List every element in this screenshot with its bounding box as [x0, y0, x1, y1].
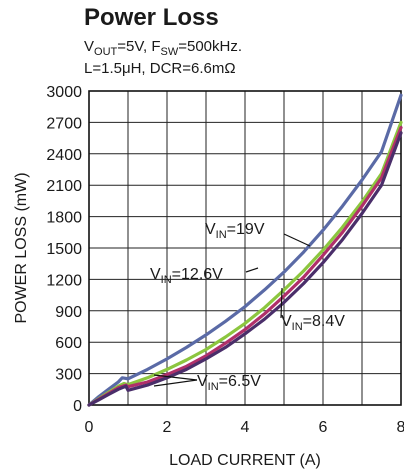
y-tick-label: 1800	[46, 210, 82, 227]
y-tick-label: 3000	[46, 84, 82, 101]
fsw-value: =500kHz.	[178, 38, 243, 55]
series-annotation-label: VIN=12.6V	[150, 266, 223, 286]
y-tick-label: 300	[55, 367, 82, 384]
x-axis-label: LOAD CURRENT (A)	[169, 452, 321, 469]
y-tick-label: 600	[55, 335, 82, 352]
annotation-leader	[280, 287, 283, 319]
y-axis-label: POWER LOSS (mW)	[13, 172, 30, 323]
y-tick-label: 1500	[46, 241, 82, 258]
y-tick-label: 900	[55, 304, 82, 321]
fsw-sub: SW	[160, 46, 179, 58]
y-tick-label: 2400	[46, 147, 82, 164]
vout-value: =5V, F	[117, 38, 161, 55]
series-annotation-label: VIN=8.4V	[281, 313, 345, 333]
x-tick-label: 6	[319, 419, 328, 436]
chart-subtitle-line1: VOUT=5V, FSW=500kHz.	[84, 38, 242, 58]
y-tick-label: 0	[73, 398, 82, 415]
x-tick-label: 2	[163, 419, 172, 436]
vout-v: V	[84, 38, 95, 55]
series-annotation-label: VIN=6.5V	[197, 373, 261, 393]
y-tick-label: 2100	[46, 178, 82, 195]
plot-frame	[88, 90, 402, 406]
annotation-leader	[153, 379, 198, 387]
y-tick-label: 2700	[46, 115, 82, 132]
annotation-leader	[153, 374, 198, 381]
x-tick-label: 0	[85, 419, 94, 436]
annotation-leader	[245, 267, 259, 273]
series-annotation-label: VIN=19V	[205, 221, 265, 241]
chart-title: Power Loss	[84, 4, 219, 31]
series-line	[87, 93, 403, 407]
chart-subtitle-line2: L=1.5μH, DCR=6.6mΩ	[84, 60, 236, 77]
vout-sub: OUT	[94, 46, 118, 58]
y-tick-label: 1200	[46, 272, 82, 289]
series-line	[87, 131, 403, 407]
x-tick-label: 4	[241, 419, 250, 436]
x-tick-label: 8	[397, 419, 404, 436]
annotation-leader	[283, 233, 311, 247]
